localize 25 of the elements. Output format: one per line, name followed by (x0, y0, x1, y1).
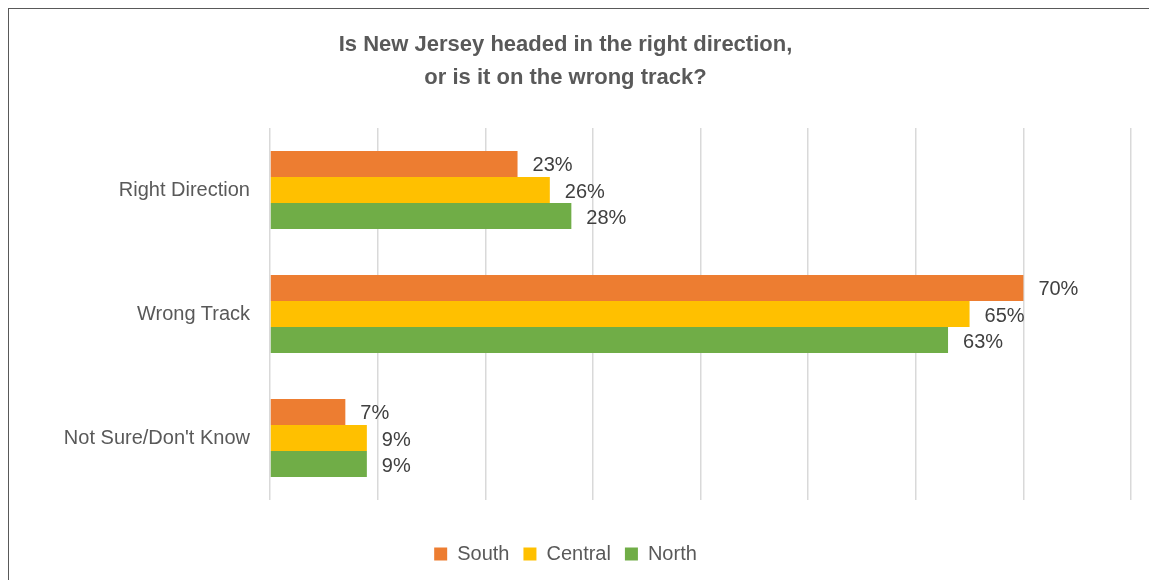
y-tick-label: Not Sure/Don't Know (63, 425, 251, 448)
y-tick-label: Right Direction (118, 177, 250, 200)
data-label: 28% (586, 205, 627, 228)
data-label: 9% (381, 427, 411, 450)
bar (270, 300, 970, 328)
bar (270, 176, 550, 204)
bar (270, 274, 1024, 301)
bar (270, 327, 949, 354)
chart-title: Is New Jersey headed in the right direction, or is it on the wrong track? (338, 30, 793, 89)
data-label: 70% (1038, 277, 1079, 300)
data-label: 7% (360, 401, 390, 424)
y-tick-label: Wrong Track (137, 301, 251, 324)
legend-label: North (647, 541, 697, 564)
data-label: 63% (963, 329, 1004, 352)
data-label: 26% (564, 179, 606, 202)
bar (270, 203, 572, 230)
bar (270, 398, 346, 425)
data-label: 23% (532, 153, 573, 176)
legend-label: South (457, 541, 510, 564)
bar (270, 451, 367, 478)
bar (270, 424, 367, 452)
bar (270, 150, 518, 177)
legend-label: Central (546, 541, 611, 564)
data-label: 65% (984, 303, 1025, 326)
data-label: 9% (381, 453, 411, 476)
